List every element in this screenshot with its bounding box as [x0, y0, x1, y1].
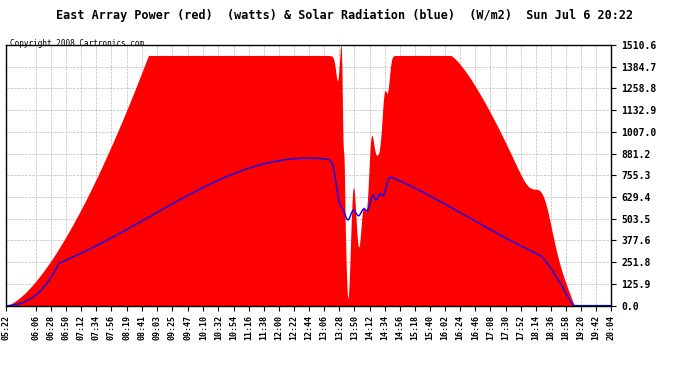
- Text: Copyright 2008 Cartronics.com: Copyright 2008 Cartronics.com: [10, 39, 144, 48]
- Text: East Array Power (red)  (watts) & Solar Radiation (blue)  (W/m2)  Sun Jul 6 20:2: East Array Power (red) (watts) & Solar R…: [57, 9, 633, 22]
